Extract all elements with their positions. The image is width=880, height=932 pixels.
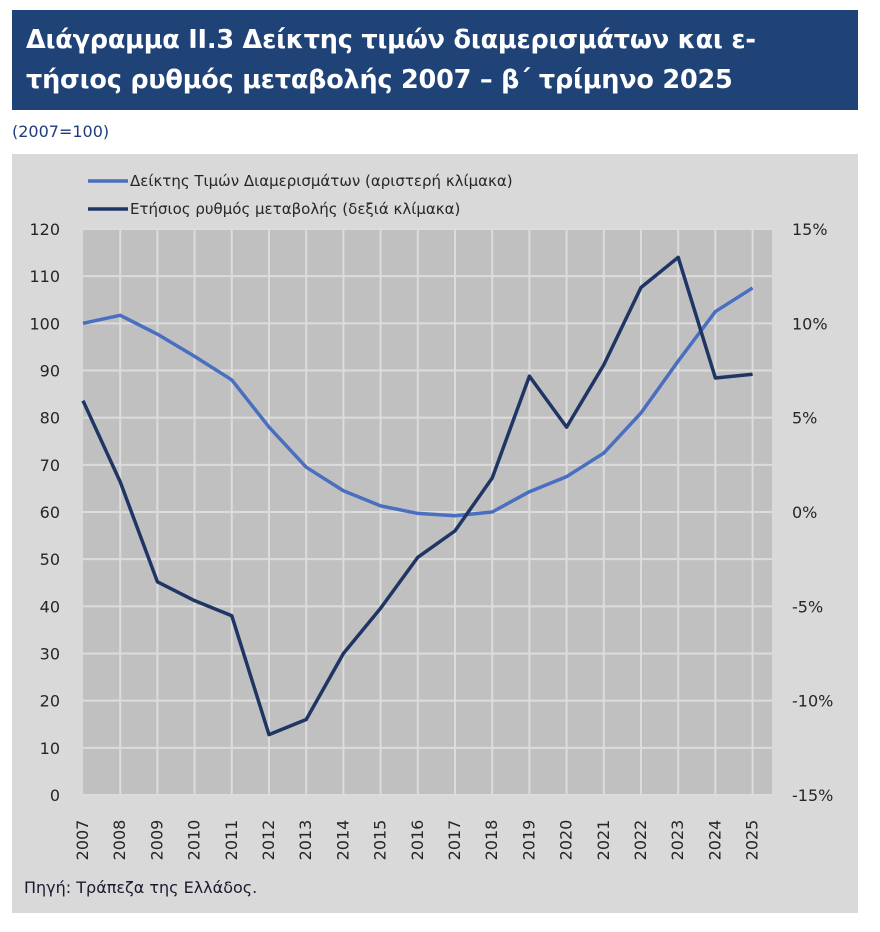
x-tick-label: 2011	[222, 820, 241, 861]
left-tick-label: 110	[29, 267, 60, 286]
x-tick-label: 2015	[371, 820, 390, 861]
x-tick-label: 2017	[445, 820, 464, 861]
legend-label: Ετήσιος ρυθμός μεταβολής (δεξιά κλίμακα)	[130, 200, 460, 218]
x-tick-label: 2021	[594, 820, 613, 861]
legend-label: Δείκτης Τιμών Διαμερισμάτων (αριστερή κλ…	[130, 172, 513, 190]
left-tick-label: 70	[40, 456, 60, 475]
x-tick-label: 2012	[259, 820, 278, 861]
x-tick-label: 2007	[73, 820, 92, 861]
left-tick-label: 30	[40, 645, 60, 664]
price-index-line	[82, 286, 754, 518]
source-note: Πηγή: Τράπεζα της Ελλάδος.	[24, 878, 258, 897]
x-axis: 2007 2008 2009 2010 2011 2012 2013 2014 2015 2016…	[73, 820, 762, 861]
x-tick-label: 2020	[557, 820, 576, 861]
x-tick-label: 2009	[147, 820, 166, 861]
left-tick-label: 50	[40, 550, 60, 569]
x-tick-label: 2016	[408, 820, 427, 861]
annual-change-line	[81, 255, 753, 737]
x-tick-label: 2022	[631, 820, 650, 861]
left-tick-label: 80	[40, 409, 60, 428]
x-tick-label: 2025	[743, 820, 762, 861]
chart-title-line-1: Διάγραμμα ΙΙ.3 Δείκτης τιμών διαμερισμάτ…	[26, 25, 756, 55]
base-year-note: (2007=100)	[12, 122, 110, 141]
left-tick-label: 40	[40, 597, 60, 616]
left-tick-label: 10	[40, 739, 60, 758]
left-tick-label: 100	[29, 314, 60, 333]
right-tick-label: -15%	[792, 786, 833, 805]
x-tick-label: 2008	[110, 820, 129, 861]
x-tick-label: 2019	[519, 820, 538, 861]
x-tick-label: 2018	[482, 820, 501, 861]
chart-title: Διάγραμμα ΙΙ.3 Δείκτης τιμών διαμερισμάτ…	[12, 10, 858, 110]
legend: Δείκτης Τιμών Διαμερισμάτων (αριστερή κλ…	[88, 172, 513, 218]
right-axis: -15% -10% -5% 0% 5% 10% 15%	[792, 220, 833, 805]
left-tick-label: 120	[29, 220, 60, 239]
left-tick-label: 60	[40, 503, 60, 522]
left-tick-label: 90	[40, 362, 60, 381]
chart-title-line-2: τήσιος ρυθμός μεταβολής 2007 – β΄ τρίμην…	[26, 65, 733, 95]
x-tick-label: 2013	[296, 820, 315, 861]
x-tick-label: 2024	[705, 820, 724, 861]
right-tick-label: 5%	[792, 409, 817, 428]
right-tick-label: 0%	[792, 503, 817, 522]
right-tick-label: 15%	[792, 220, 828, 239]
right-tick-label: -5%	[792, 597, 823, 616]
left-tick-label: 0	[50, 786, 60, 805]
right-tick-label: -10%	[792, 692, 833, 711]
left-tick-label: 20	[40, 692, 60, 711]
x-tick-label: 2014	[333, 820, 352, 861]
gridlines	[83, 228, 772, 796]
left-axis: 0 10 20 30 40 50 60 70 80 90 100 110 120	[29, 220, 60, 805]
x-tick-label: 2010	[185, 820, 204, 861]
series-lines	[81, 255, 754, 737]
x-tick-label: 2023	[668, 820, 687, 861]
right-tick-label: 10%	[792, 314, 828, 333]
